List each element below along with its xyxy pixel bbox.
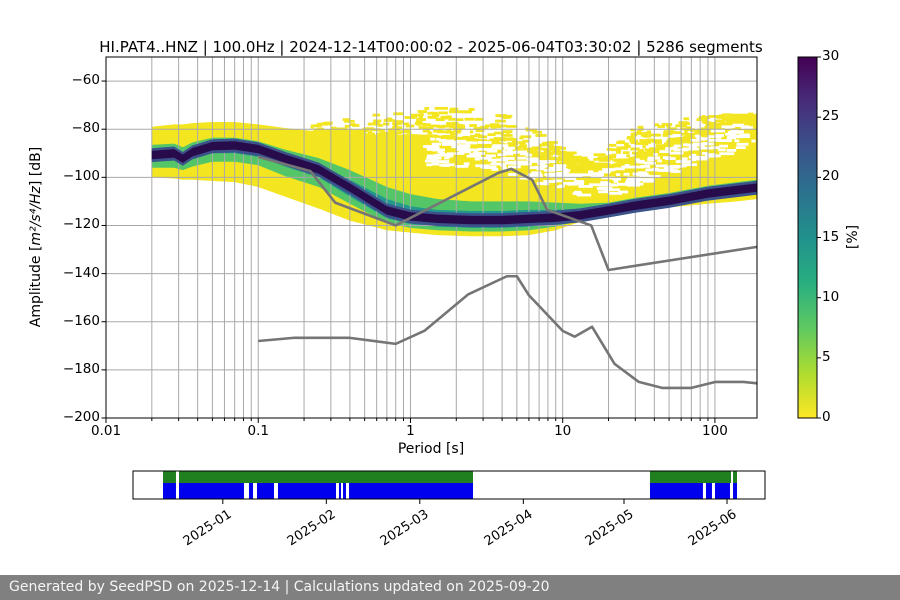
y-tick-label: −180 [62, 360, 100, 377]
availability-psd-segment [649, 483, 703, 499]
colorbar-tick-label: 10 [822, 288, 840, 305]
axis-ticks [101, 56, 821, 504]
x-axis-label: Period [s] [397, 441, 465, 457]
colorbar-tick-label: 25 [822, 108, 840, 125]
y-axis-label: Amplitude [m²/s⁴/Hz] [dB] [28, 147, 44, 327]
availability-psd-segment [163, 483, 176, 499]
y-tick-label: −80 [71, 120, 101, 137]
colorbar-tick-label: 0 [822, 409, 831, 425]
psd-mode-band [151, 141, 758, 225]
y-tick-label: −140 [62, 264, 100, 281]
nlnm-line [258, 274, 758, 390]
colorbar-tick-label: 20 [822, 168, 840, 185]
availability-psd-segment [349, 483, 474, 499]
availability-psd-segment [338, 483, 341, 499]
availability-bar-border [132, 470, 766, 500]
availability-psd-segment [343, 483, 346, 499]
colorbar-tick-label: 30 [822, 48, 840, 64]
colorbar-label: [%] [845, 224, 861, 250]
y-axis-label-unit: m²/s⁴/Hz [28, 186, 44, 246]
plot-border [105, 56, 758, 419]
y-tick-label: −120 [62, 216, 100, 233]
availability-psd-segment [256, 483, 274, 499]
x-tick-label: 0.01 [90, 423, 122, 439]
availability-data-segment [179, 471, 474, 483]
plot-background [106, 57, 757, 418]
x-tick-label: 100 [702, 423, 728, 439]
x-tick-label: 0.1 [247, 423, 269, 439]
colorbar-tick-label: 15 [822, 228, 840, 245]
availability-psd-segment [705, 483, 712, 499]
footer-bar: Generated by SeedPSD on 2025-12-14 | Cal… [0, 575, 900, 600]
y-tick-label: −200 [62, 409, 100, 425]
y-axis-label-suffix: ] [dB] [28, 146, 44, 187]
colorbar-tick-label: 5 [822, 348, 831, 365]
colorbar-border [797, 56, 818, 419]
nhnm-line [257, 155, 758, 272]
availability-psd-segment [733, 483, 738, 499]
availability-psd-segment [248, 483, 254, 499]
x-tick-label: 1 [406, 423, 415, 439]
grid-lines [105, 57, 757, 418]
availability-psd-segment [179, 483, 244, 499]
availability-psd-segment [715, 483, 730, 499]
availability-psd-segment [277, 483, 336, 499]
availability-data-segment [733, 471, 738, 483]
page-title: HI.PAT4..HNZ | 100.0Hz | 2024-12-14T00:0… [99, 38, 763, 56]
y-tick-label: −100 [62, 168, 100, 185]
y-tick-label: −60 [71, 72, 101, 89]
availability-data-segment [649, 471, 731, 483]
psd-speckles [310, 106, 757, 170]
x-tick-label: 10 [554, 423, 572, 439]
y-axis-label-prefix: Amplitude [ [28, 245, 44, 328]
colorbar-gradient [798, 57, 817, 418]
ppsd-chart-canvas [101, 56, 821, 504]
availability-data-segment [163, 471, 176, 483]
y-tick-label: −160 [62, 312, 100, 329]
